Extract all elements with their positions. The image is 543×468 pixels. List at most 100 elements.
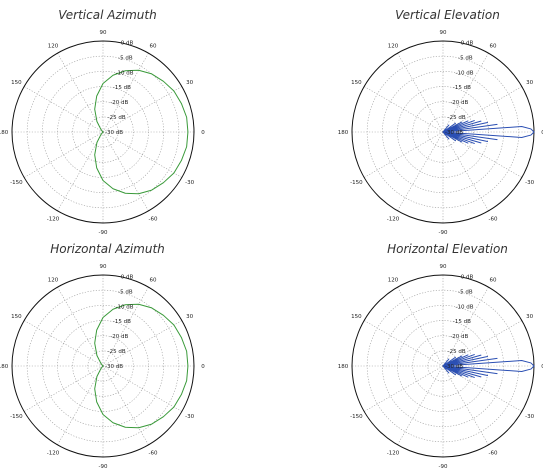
angle-tick-label: 180 — [338, 130, 349, 136]
grid-ring — [412, 101, 474, 163]
chart-title: Horizontal Azimuth — [50, 242, 165, 256]
angle-tick-label: -90 — [99, 464, 108, 468]
grid-spoke — [397, 287, 444, 367]
radial-tick-label: -30 dB — [105, 130, 123, 136]
angle-tick-label: 0 — [541, 130, 543, 136]
chart-panel-vertical-azimuth: Vertical Azimuth 0 30 60 90 120 150 180 -150 -12… — [0, 0, 215, 236]
chart-panel-vertical-elevation: Vertical Elevation 0 30 60 90 120 150 180 -150 -… — [338, 0, 543, 236]
radial-tick-label: -5 dB — [118, 55, 133, 61]
grid-ring — [382, 305, 504, 427]
grid-spoke — [102, 287, 149, 367]
outer-circle — [11, 274, 195, 458]
angle-tick-label: 150 — [11, 314, 22, 320]
angle-tick-label: 30 — [526, 314, 533, 320]
radial-tick-label: -15 dB — [113, 319, 131, 325]
chart-panel-horizontal-azimuth: Horizontal Azimuth 0 30 60 90 120 150 180 -150 -… — [0, 234, 215, 468]
radial-tick-label: -30 dB — [445, 364, 463, 370]
grid-spoke — [442, 365, 522, 412]
grid-spoke — [364, 365, 444, 412]
grid-spoke — [364, 131, 444, 178]
grid-spoke — [24, 86, 104, 133]
grid-spoke — [102, 53, 149, 133]
series-line — [442, 120, 535, 144]
chart-panel-horizontal-elevation: Horizontal Elevation 0 30 60 90 120 150 180 -15… — [338, 234, 543, 468]
angle-tick-label: 60 — [150, 43, 157, 49]
angle-tick-label: -90 — [439, 230, 448, 236]
grid-spoke — [24, 365, 104, 412]
grid-spoke — [442, 320, 522, 367]
angle-tick-label: -90 — [99, 230, 108, 236]
radial-tick-label: -5 dB — [458, 289, 473, 295]
radial-tick-label: -25 dB — [448, 349, 466, 355]
angle-tick-label: -150 — [350, 414, 363, 420]
angle-tick-label: -90 — [439, 464, 448, 468]
radial-tick-label: 0 dB — [461, 40, 474, 46]
grid-spoke — [102, 131, 149, 211]
grid-spoke — [442, 86, 522, 133]
angle-tick-label: 90 — [440, 264, 447, 270]
grid-spoke — [57, 365, 104, 445]
grid-spoke — [364, 86, 444, 133]
angle-tick-label: 60 — [490, 277, 497, 283]
angle-tick-label: 150 — [351, 314, 362, 320]
angle-tick-label: 150 — [11, 80, 22, 86]
grid-spoke — [57, 53, 104, 133]
radial-tick-label: 0 dB — [461, 274, 474, 280]
angle-tick-label: 30 — [526, 80, 533, 86]
polar-chart: 0 30 60 90 120 150 180 -150 -120 -90 -60 -30 0 dB -5 … — [0, 264, 205, 468]
angle-tick-label: 90 — [100, 264, 107, 270]
radial-tick-label: -15 dB — [113, 85, 131, 91]
grid-spoke — [364, 320, 444, 367]
angle-tick-label: -60 — [149, 217, 158, 223]
radial-tick-label: -25 dB — [448, 115, 466, 121]
radial-tick-label: -20 dB — [110, 334, 128, 340]
angle-tick-label: -30 — [185, 180, 194, 186]
grid-ring — [72, 101, 134, 163]
angle-tick-label: -30 — [525, 414, 534, 420]
radial-tick-label: -20 dB — [450, 100, 468, 106]
series-line — [442, 354, 535, 378]
grid-spoke — [442, 131, 489, 211]
radial-tick-label: -20 dB — [110, 100, 128, 106]
grid-spoke — [397, 365, 444, 445]
grid-spoke — [24, 320, 104, 367]
grid-spoke — [102, 365, 182, 412]
angle-tick-label: -120 — [387, 217, 400, 223]
radial-tick-label: -10 dB — [456, 70, 474, 76]
angle-tick-label: 30 — [186, 80, 193, 86]
grid-ring — [42, 71, 164, 193]
radial-tick-label: -20 dB — [450, 334, 468, 340]
radial-tick-label: -10 dB — [116, 70, 134, 76]
angle-tick-label: 0 — [201, 364, 205, 370]
angle-tick-label: -60 — [489, 217, 498, 223]
grid-ring — [72, 335, 134, 397]
angle-tick-label: -120 — [387, 451, 400, 457]
radial-tick-label: -25 dB — [108, 349, 126, 355]
radial-tick-label: -30 dB — [105, 364, 123, 370]
grid-spoke — [24, 131, 104, 178]
grid-spoke — [102, 86, 182, 133]
series-line — [94, 303, 189, 429]
radial-tick-label: -10 dB — [116, 304, 134, 310]
chart-title: Vertical Elevation — [395, 8, 500, 22]
grid-ring — [382, 71, 504, 193]
radial-tick-label: -5 dB — [458, 55, 473, 61]
radial-tick-label: -10 dB — [456, 304, 474, 310]
grid-spoke — [442, 53, 489, 133]
grid-spoke — [442, 287, 489, 367]
angle-tick-label: -150 — [10, 414, 23, 420]
angle-tick-label: 120 — [388, 43, 399, 49]
angle-tick-label: 0 — [201, 130, 205, 136]
outer-circle — [11, 40, 195, 224]
angle-tick-label: 180 — [338, 364, 349, 370]
polar-chart: 0 30 60 90 120 150 180 -150 -120 -90 -60 -30 0 dB -5 … — [338, 30, 543, 236]
chart-title: Vertical Azimuth — [58, 8, 157, 22]
angle-tick-label: -150 — [10, 180, 23, 186]
radial-tick-label: 0 dB — [121, 40, 134, 46]
radial-tick-label: -25 dB — [108, 115, 126, 121]
angle-tick-label: 120 — [388, 277, 399, 283]
grid-spoke — [442, 131, 522, 178]
angle-tick-label: 120 — [48, 277, 59, 283]
angle-tick-label: -120 — [47, 217, 60, 223]
angle-tick-label: 150 — [351, 80, 362, 86]
